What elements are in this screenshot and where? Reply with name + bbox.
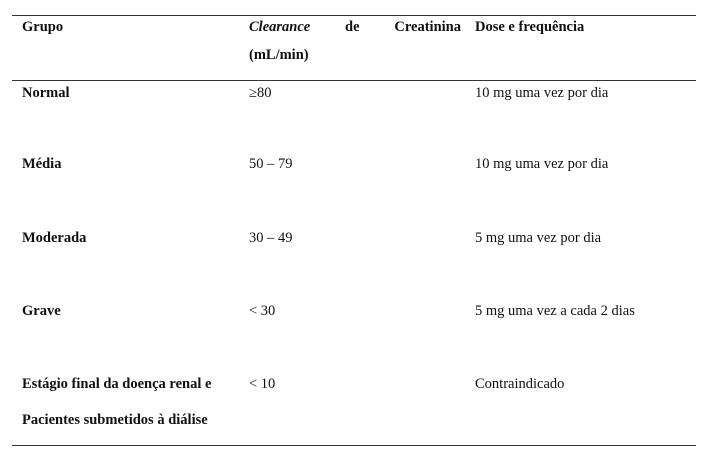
row-final-clearance: < 10 — [249, 376, 276, 392]
row-grave-dose: 5 mg uma vez a cada 2 dias — [475, 303, 635, 319]
header-de-word: de — [345, 19, 360, 35]
header-clearance-unit: (mL/min) — [249, 47, 309, 63]
row-media-grupo: Média — [22, 156, 62, 172]
table-top-rule — [12, 15, 696, 16]
row-moderada-grupo: Moderada — [22, 230, 87, 246]
table-bottom-rule — [12, 445, 696, 446]
row-moderada-dose: 5 mg uma vez por dia — [475, 230, 602, 246]
row-final-grupo-line2: Pacientes submetidos à diálise — [22, 412, 208, 428]
header-clearance: Clearance de Creatinina — [249, 20, 461, 35]
header-grupo: Grupo — [22, 19, 64, 35]
row-grave-grupo: Grave — [22, 303, 61, 319]
header-dose: Dose e frequência — [475, 19, 585, 35]
table-header-rule — [12, 80, 696, 81]
row-media-dose: 10 mg uma vez por dia — [475, 156, 609, 172]
header-clearance-word: Clearance — [249, 19, 311, 35]
row-final-dose: Contraindicado — [475, 376, 565, 392]
row-normal-clearance: ≥80 — [249, 85, 272, 101]
header-creatinina-word: Creatinina — [394, 19, 461, 35]
row-media-clearance: 50 – 79 — [249, 156, 293, 172]
row-final-grupo-line1: Estágio final da doença renal e — [22, 376, 212, 392]
row-normal-dose: 10 mg uma vez por dia — [475, 85, 609, 101]
row-moderada-clearance: 30 – 49 — [249, 230, 293, 246]
row-grave-clearance: < 30 — [249, 303, 276, 319]
row-normal-grupo: Normal — [22, 85, 70, 101]
